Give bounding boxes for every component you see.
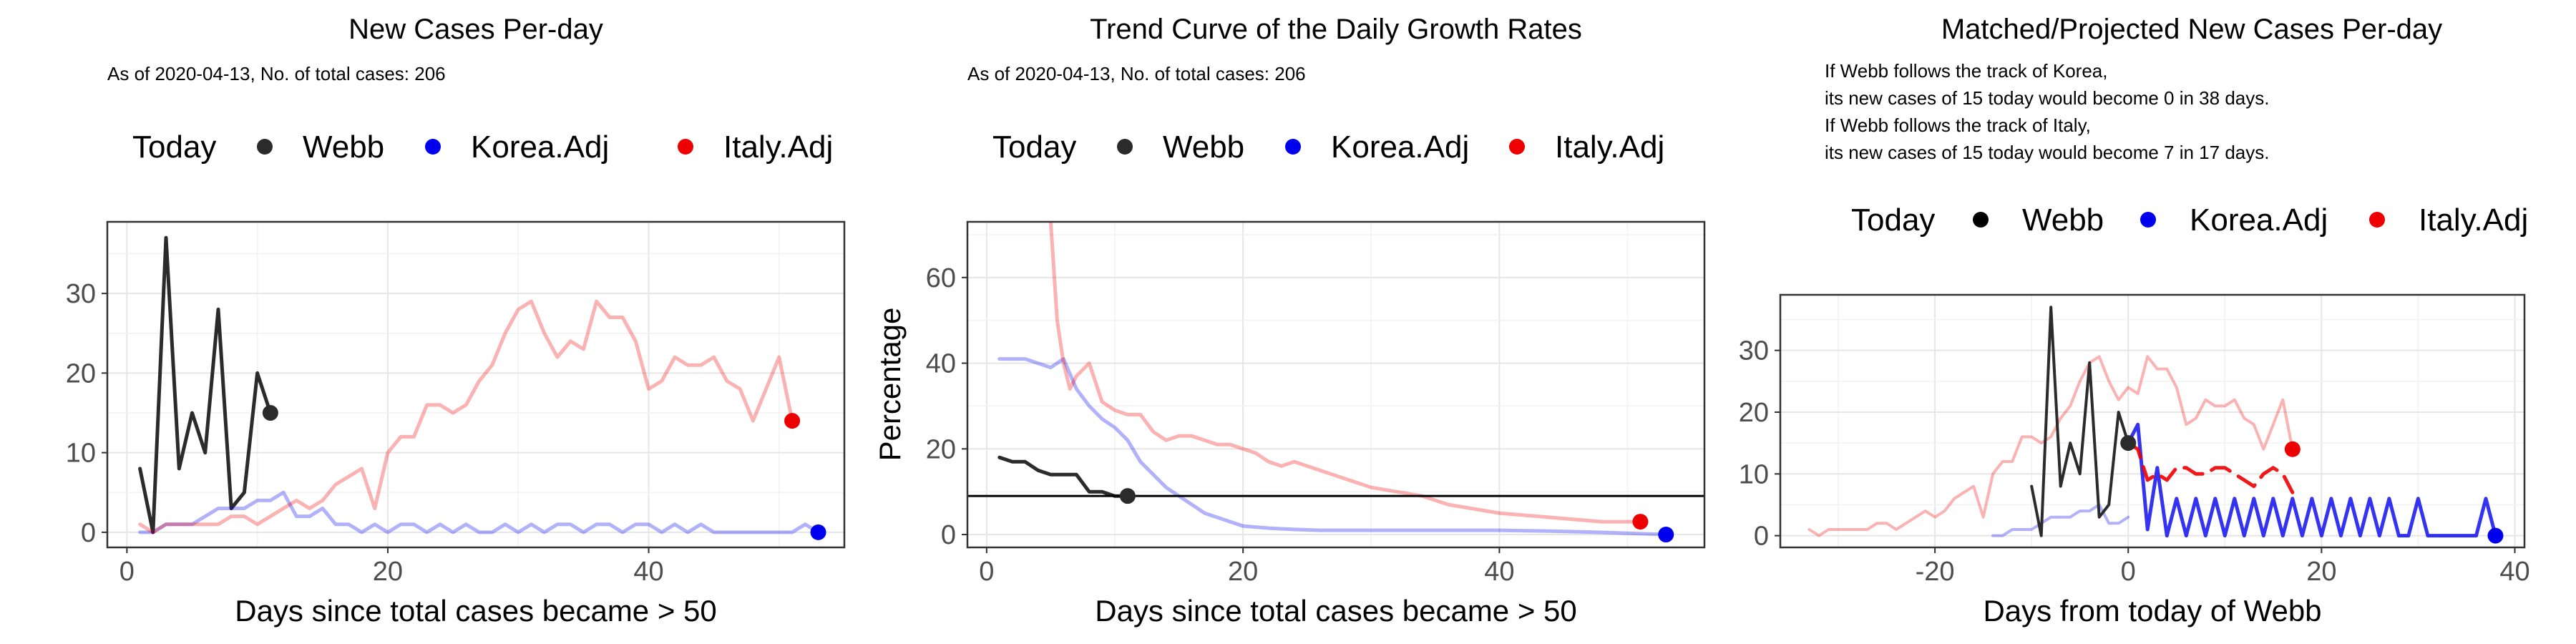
series-line-italy-adj-matched bbox=[1807, 355, 2294, 537]
panel-border bbox=[106, 220, 846, 549]
series-line-webb bbox=[997, 455, 1130, 498]
grid bbox=[967, 222, 1704, 547]
legend-webb-marker bbox=[1117, 139, 1133, 155]
x-tick-label: -20 bbox=[1916, 557, 1955, 587]
y-tick-label: 30 bbox=[66, 279, 96, 309]
subtitle-line-4: its new cases of 15 today would become 7… bbox=[1825, 142, 2269, 163]
x-tick-label: 40 bbox=[633, 557, 663, 587]
x-tick-label: 20 bbox=[1228, 557, 1258, 587]
y-tick-label: 0 bbox=[1754, 522, 1769, 552]
series-line-korea-adj-projected bbox=[2126, 422, 2497, 538]
legend-italy-label: Italy.Adj bbox=[1555, 130, 1664, 165]
y-tick-label: 40 bbox=[926, 349, 956, 379]
subtitle-line-2: its new cases of 15 today would become 0… bbox=[1825, 87, 2269, 109]
x-tick-label: 0 bbox=[979, 557, 994, 587]
today-point-italy-adj bbox=[784, 413, 801, 429]
chart-panel-growth-rates: Trend Curve of the Daily Growth Rates As… bbox=[873, 14, 1706, 628]
y-tick-label: 20 bbox=[926, 434, 956, 464]
series-line-webb bbox=[138, 235, 273, 535]
legend-webb-marker bbox=[257, 139, 273, 155]
legend-italy-marker bbox=[1509, 139, 1525, 155]
series-line-webb bbox=[2030, 306, 2130, 537]
today-point-korea-adj bbox=[810, 524, 826, 540]
today-point-italy-adj bbox=[2284, 441, 2301, 457]
panel-border bbox=[1779, 293, 2526, 549]
legend-webb-label: Webb bbox=[2022, 203, 2104, 238]
x-axis-title: Days since total cases became > 50 bbox=[1095, 594, 1577, 628]
x-axis-title: Days from today of Webb bbox=[1983, 594, 2321, 628]
data-layer bbox=[967, 222, 1704, 537]
legend-title: Today bbox=[1851, 203, 1935, 238]
x-tick-label: 0 bbox=[2121, 557, 2136, 587]
series-line-italy-adj bbox=[138, 299, 794, 535]
chart-legend: Today Webb Korea.Adj Italy.Adj bbox=[992, 130, 1664, 165]
grid bbox=[1780, 295, 2524, 547]
chart-legend: Today Webb Korea.Adj Italy.Adj bbox=[132, 130, 833, 165]
chart-title: New Cases Per-day bbox=[348, 14, 603, 45]
today-point-korea-adj bbox=[2487, 527, 2504, 544]
y-tick-label: 20 bbox=[1739, 398, 1769, 428]
legend-italy-label: Italy.Adj bbox=[2419, 203, 2528, 238]
legend-title: Today bbox=[132, 130, 216, 165]
legend-italy-marker bbox=[2369, 212, 2385, 228]
today-point-webb bbox=[262, 404, 278, 421]
series-line-italy-adj-projected bbox=[2126, 441, 2295, 494]
y-tick-label: 10 bbox=[66, 439, 96, 469]
legend-italy-label: Italy.Adj bbox=[723, 130, 833, 165]
today-point-korea-adj bbox=[1658, 527, 1674, 543]
x-tick-label: 40 bbox=[2499, 557, 2529, 587]
subtitle-line-3: If Webb follows the track of Italy, bbox=[1825, 114, 2091, 136]
data-layer bbox=[138, 235, 820, 535]
y-tick-label: 0 bbox=[941, 520, 956, 550]
chart-legend: Today Webb Korea.Adj Italy.Adj bbox=[1851, 203, 2528, 238]
legend-webb-label: Webb bbox=[303, 130, 384, 165]
legend-italy-marker bbox=[678, 139, 693, 155]
chart-panel-projected: Matched/Projected New Cases Per-day If W… bbox=[1739, 14, 2530, 628]
y-tick-label: 30 bbox=[1739, 336, 1769, 366]
today-point-webb bbox=[1119, 488, 1136, 504]
today-point-italy-adj bbox=[1632, 514, 1649, 530]
y-tick-label: 20 bbox=[66, 358, 96, 389]
chart-title: Trend Curve of the Daily Growth Rates bbox=[1090, 14, 1582, 45]
x-axis-title: Days since total cases became > 50 bbox=[235, 594, 717, 628]
legend-korea-label: Korea.Adj bbox=[471, 130, 609, 165]
y-tick-label: 10 bbox=[1739, 459, 1769, 489]
chart-title: Matched/Projected New Cases Per-day bbox=[1941, 14, 2442, 45]
series-line-italy-adj bbox=[1048, 222, 1642, 524]
series-line-korea-adj-matched bbox=[1991, 503, 2130, 537]
x-tick-label: 20 bbox=[373, 557, 403, 587]
legend-korea-marker bbox=[2140, 212, 2156, 228]
subtitle-line-1: If Webb follows the track of Korea, bbox=[1825, 60, 2107, 82]
panel-border bbox=[966, 220, 1706, 549]
x-tick-label: 40 bbox=[1484, 557, 1514, 587]
legend-webb-marker bbox=[1973, 212, 1989, 228]
series-line-korea-adj bbox=[997, 357, 1668, 537]
legend-korea-marker bbox=[425, 139, 441, 155]
legend-korea-label: Korea.Adj bbox=[1331, 130, 1469, 165]
y-axis-title: Percentage bbox=[873, 308, 907, 462]
grid bbox=[107, 222, 844, 547]
chart-subtitle: As of 2020-04-13, No. of total cases: 20… bbox=[107, 63, 446, 84]
y-tick-label: 60 bbox=[926, 263, 956, 293]
series-line-korea-adj bbox=[138, 490, 820, 535]
legend-title: Today bbox=[992, 130, 1076, 165]
legend-korea-label: Korea.Adj bbox=[2190, 203, 2328, 238]
chart-panel-new-cases: New Cases Per-day As of 2020-04-13, No. … bbox=[66, 14, 846, 628]
x-tick-label: 0 bbox=[119, 557, 135, 587]
x-tick-label: 20 bbox=[2306, 557, 2336, 587]
legend-korea-marker bbox=[1285, 139, 1301, 155]
today-point-webb bbox=[2120, 435, 2137, 452]
legend-webb-label: Webb bbox=[1163, 130, 1244, 165]
chart-subtitle: As of 2020-04-13, No. of total cases: 20… bbox=[967, 63, 1306, 84]
y-tick-label: 0 bbox=[81, 518, 96, 548]
data-layer bbox=[1807, 306, 2497, 538]
